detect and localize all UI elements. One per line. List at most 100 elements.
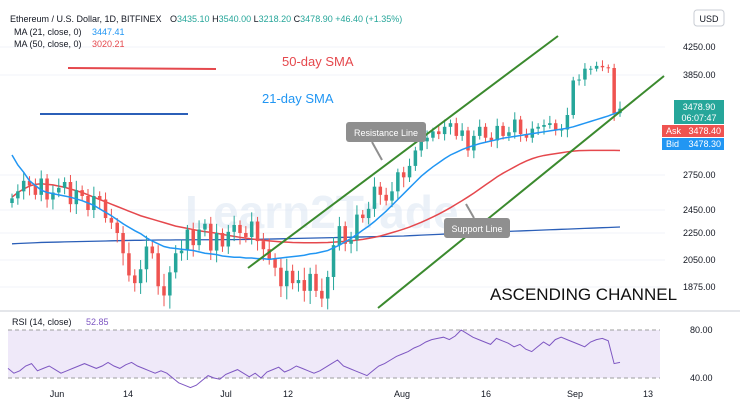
- candle: [384, 187, 388, 206]
- candle-body: [600, 65, 605, 68]
- price-tick-label: 4250.00: [683, 42, 716, 52]
- candle-body: [45, 178, 49, 200]
- candle-body: [366, 208, 371, 219]
- currency-selector[interactable]: [693, 9, 725, 27]
- candle-body: [226, 231, 231, 247]
- candle-body: [115, 222, 119, 233]
- time-tick-label: 14: [123, 389, 133, 399]
- bid-tag: [662, 138, 724, 150]
- candle: [39, 170, 43, 202]
- ohlc-key: H: [212, 14, 219, 24]
- candle: [244, 226, 248, 243]
- candle-body: [524, 134, 529, 138]
- candle: [589, 65, 593, 75]
- candle: [320, 278, 324, 308]
- candle-body: [16, 191, 20, 199]
- candle-body: [401, 172, 406, 178]
- candle: [600, 60, 605, 72]
- candle-body: [92, 196, 96, 210]
- rsi-legend-value: 52.85: [86, 317, 109, 327]
- rsi-axis: 80.00 40.00: [690, 325, 713, 383]
- candle-body: [138, 269, 143, 284]
- rsi-tick-label: 80.00: [690, 325, 713, 335]
- candle-body: [203, 223, 207, 230]
- resistance-label-box: [346, 122, 426, 142]
- candle-body: [419, 141, 423, 151]
- candle: [437, 125, 441, 140]
- candle-body: [477, 126, 482, 136]
- sma50-annotation: 50-day SMA: [282, 54, 354, 69]
- candle: [530, 121, 535, 143]
- candle: [121, 226, 125, 266]
- candle-body: [472, 135, 476, 151]
- channel-annotation: ASCENDING CHANNEL: [490, 285, 677, 304]
- candle-body: [150, 246, 155, 254]
- candle: [349, 231, 353, 254]
- ma200-path: [11, 226, 621, 245]
- price-axis: 4250.00 3850.00 2750.00 2450.00 2250.00 2050.…: [683, 42, 716, 292]
- ma50-legend: MA (50, close, 0): [14, 39, 82, 49]
- candle-body: [454, 123, 459, 136]
- price-tick-label: 2450.00: [683, 205, 716, 215]
- support-label: Support Line: [451, 224, 502, 234]
- candle: [442, 119, 447, 141]
- bid-value: 3478.30: [688, 139, 721, 149]
- candle-body: [460, 130, 464, 136]
- candle: [413, 146, 418, 171]
- support-label-box: [444, 218, 510, 238]
- candle: [483, 123, 488, 143]
- candle: [62, 177, 67, 195]
- candle: [513, 112, 517, 139]
- candle: [296, 270, 301, 292]
- candle: [238, 220, 242, 245]
- ma21-legend: MA (21, close, 0): [14, 27, 82, 37]
- candle: [583, 63, 587, 86]
- candle-body: [396, 172, 400, 192]
- candle: [162, 273, 166, 307]
- candle: [594, 61, 599, 72]
- ohlc-key: C: [294, 14, 301, 24]
- candle: [477, 119, 482, 140]
- candle-body: [495, 125, 499, 141]
- price-tick-label: 2050.00: [683, 255, 716, 265]
- symbol-title[interactable]: Ethereum / U.S. Dollar, 1D, BITFINEX: [10, 14, 162, 24]
- candle: [553, 119, 558, 136]
- candle-body: [390, 191, 394, 201]
- candle: [518, 115, 523, 142]
- rsi-path: [7, 329, 621, 389]
- candle: [378, 182, 383, 205]
- ask-value: 3478.40: [688, 126, 721, 136]
- candle-body: [407, 165, 412, 178]
- ma21-line: [11, 110, 621, 261]
- candle-body: [267, 249, 271, 259]
- candle: [168, 266, 172, 309]
- candle-body: [314, 273, 318, 291]
- candle-body: [191, 229, 195, 246]
- candle: [179, 239, 184, 261]
- candle-body: [437, 131, 441, 135]
- candle-body: [577, 79, 581, 81]
- candle-body: [209, 223, 213, 251]
- candle-body: [197, 229, 201, 246]
- candle: [133, 269, 137, 292]
- candle: [548, 115, 552, 129]
- ohlc-key: L: [254, 14, 259, 24]
- candle-body: [501, 125, 505, 136]
- candle-body: [337, 226, 342, 246]
- candle: [173, 245, 178, 279]
- candle-body: [571, 80, 575, 115]
- currency-label: USD: [699, 14, 719, 24]
- support-channel-line: [377, 75, 665, 309]
- ma21-legend-value: 3447.41: [92, 27, 125, 37]
- candle: [302, 267, 307, 302]
- candle: [343, 221, 347, 252]
- candle-body: [548, 123, 552, 125]
- candle: [407, 158, 412, 182]
- rsi-band: [8, 330, 660, 378]
- last-price-value: 3478.90: [683, 102, 716, 112]
- candle: [507, 126, 511, 141]
- candle: [197, 220, 201, 251]
- candle-body: [518, 119, 523, 135]
- ohlc-value: 3435.10: [177, 14, 212, 24]
